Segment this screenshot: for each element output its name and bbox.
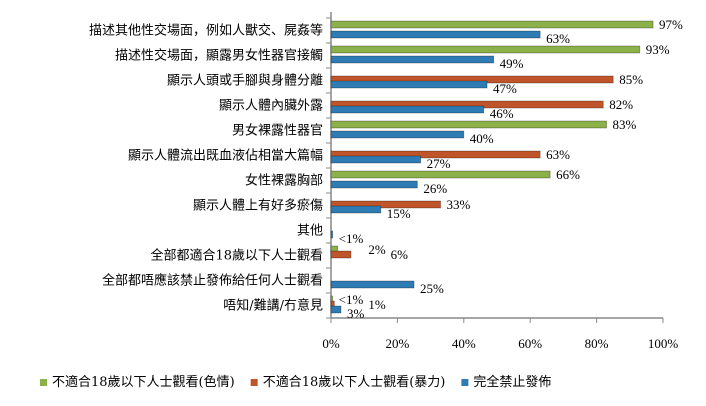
bar-ban (330, 205, 382, 214)
data-label: 83% (613, 117, 637, 132)
category-label: 女性裸露胸部 (245, 173, 323, 189)
bar-porn (330, 45, 641, 54)
data-label: 27% (427, 156, 451, 171)
legend-swatch (461, 379, 469, 386)
data-label: 47% (493, 81, 517, 96)
legend-label: 完全禁止發佈 (473, 374, 551, 390)
category-label: 描述性交場面，顯露男女性器官接觸 (115, 48, 323, 64)
bar-ban (330, 55, 495, 64)
legend-swatch (250, 379, 258, 386)
x-tick-label: 100% (648, 336, 679, 351)
category-label: 男女裸露性器官 (232, 123, 323, 139)
data-label: 33% (447, 197, 471, 212)
x-tick-label: 40% (452, 336, 476, 351)
bar-ban (330, 230, 334, 239)
legend-label: 不適合18歲以下人士觀看(色情) (52, 374, 235, 390)
bar-violence (330, 150, 541, 159)
bar-ban (330, 305, 342, 314)
x-tick-label: 20% (385, 336, 409, 351)
bar-ban (330, 155, 422, 164)
bar-ban (330, 30, 541, 39)
data-label: 97% (659, 17, 683, 32)
category-label: 其他 (297, 224, 323, 239)
bar-ban (330, 180, 418, 189)
data-label: 25% (420, 281, 444, 296)
data-label: 63% (546, 147, 570, 162)
legend-swatch (40, 379, 47, 386)
category-label: 顯示人體內臟外露 (219, 99, 323, 114)
x-tick-label: 0% (322, 336, 340, 351)
legend-label: 不適合18歲以下人士觀看(暴力) (263, 374, 446, 390)
category-label: 描述其他性交場面，例如人獸交、屍姦等 (89, 23, 323, 39)
data-label: 1% (368, 297, 386, 312)
bar-ban (330, 130, 465, 139)
data-label: 82% (609, 97, 633, 112)
category-label: 唔知/難講/冇意見 (223, 298, 323, 314)
data-label: <1% (339, 231, 364, 246)
bar-porn (330, 120, 607, 129)
data-label: 26% (423, 181, 447, 196)
bar-porn (330, 20, 654, 29)
data-label: 3% (347, 306, 365, 321)
bar-violence (330, 250, 352, 259)
data-label: 15% (387, 206, 411, 221)
bar-ban (330, 105, 485, 114)
data-label: 40% (470, 131, 494, 146)
category-label: 全部都適合18歲以下人士觀看 (150, 248, 323, 264)
data-label: 46% (490, 106, 514, 121)
data-label: 66% (556, 167, 580, 182)
data-label: <1% (339, 292, 364, 307)
data-label: 2% (368, 242, 386, 257)
bar-porn (330, 170, 551, 179)
x-tick-label: 80% (585, 336, 609, 351)
data-label: 63% (546, 31, 570, 46)
data-label: 85% (619, 72, 643, 87)
x-tick-label: 60% (518, 336, 542, 351)
category-label: 顯示人體流出既血液佔相當大篇幅 (128, 149, 323, 164)
data-label: 93% (646, 42, 670, 57)
bar-ban (330, 280, 415, 289)
data-label: 6% (391, 247, 409, 262)
category-label: 顯示人體上有好多瘀傷 (193, 198, 323, 214)
bar-ban (330, 80, 488, 89)
category-label: 顯示人頭或手腳與身體分離 (167, 73, 323, 89)
bar-violence (330, 200, 441, 209)
category-label: 全部都唔應該禁止發佈給任何人士觀看 (102, 273, 323, 289)
data-label: 49% (500, 56, 524, 71)
